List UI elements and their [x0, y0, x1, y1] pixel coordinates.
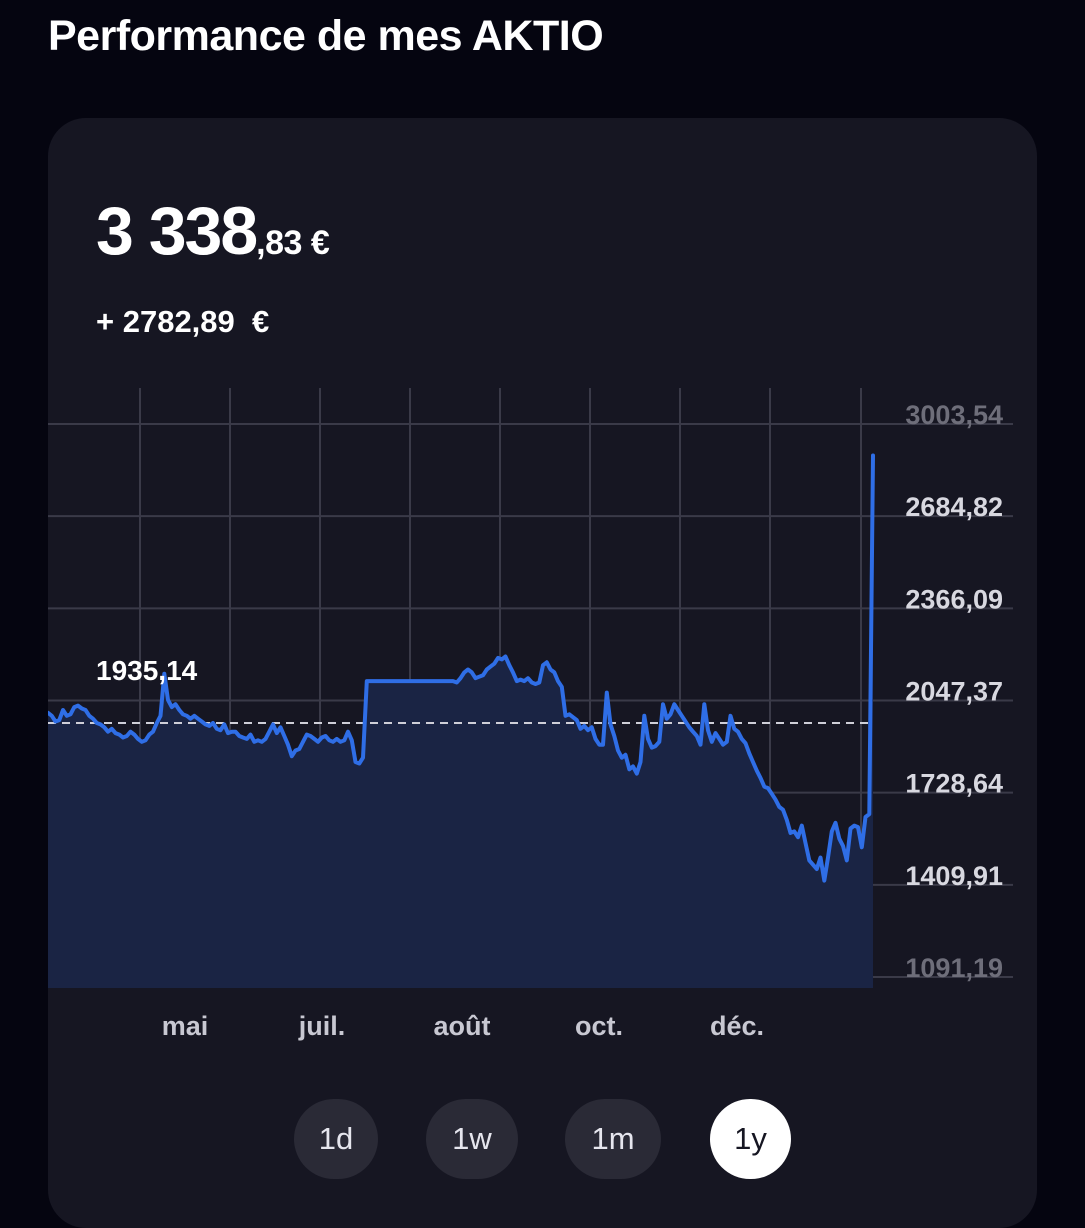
portfolio-value-integer: 3 338	[96, 193, 258, 269]
y-tick-label: 2047,37	[905, 677, 1003, 707]
chart-grid	[48, 388, 1013, 988]
portfolio-value-cents: ,83 €	[256, 224, 330, 262]
x-tick-label: juil.	[298, 1011, 346, 1041]
performance-chart[interactable]: 1935,14 3003,54 2684,82 2366,09 2047,37 1728…	[48, 118, 1037, 1118]
x-tick-label: oct.	[575, 1011, 623, 1041]
chart-series-line	[48, 453, 875, 883]
range-button-1m[interactable]: 1m	[565, 1099, 661, 1179]
y-tick-label: 2366,09	[905, 584, 1003, 614]
x-axis-labels: mai juil. août oct. déc.	[162, 1011, 764, 1041]
y-axis-labels: 3003,54 2684,82 2366,09 2047,37 1728,64 1409,…	[905, 400, 1003, 983]
y-tick-label: 1091,19	[905, 953, 1003, 983]
x-tick-label: mai	[162, 1011, 209, 1041]
range-button-1d[interactable]: 1d	[294, 1099, 378, 1179]
portfolio-value: 3 338,83 €	[96, 192, 330, 270]
page-title: Performance de mes AKTIO	[48, 12, 604, 60]
y-tick-label: 2684,82	[905, 492, 1003, 522]
reference-label: 1935,14	[96, 655, 198, 686]
chart-area-fill	[48, 455, 873, 988]
x-tick-label: août	[434, 1011, 491, 1041]
performance-card: 3 338,83 € + 2782,89 € 1935,14 3003,54 26…	[48, 118, 1037, 1228]
range-button-1y[interactable]: 1y	[710, 1099, 791, 1179]
y-tick-label: 1728,64	[905, 769, 1003, 799]
y-tick-label: 3003,54	[905, 400, 1003, 430]
x-tick-label: déc.	[710, 1011, 764, 1041]
range-button-1w[interactable]: 1w	[426, 1099, 518, 1179]
portfolio-change: + 2782,89 €	[96, 304, 270, 339]
y-tick-label: 1409,91	[905, 861, 1003, 891]
